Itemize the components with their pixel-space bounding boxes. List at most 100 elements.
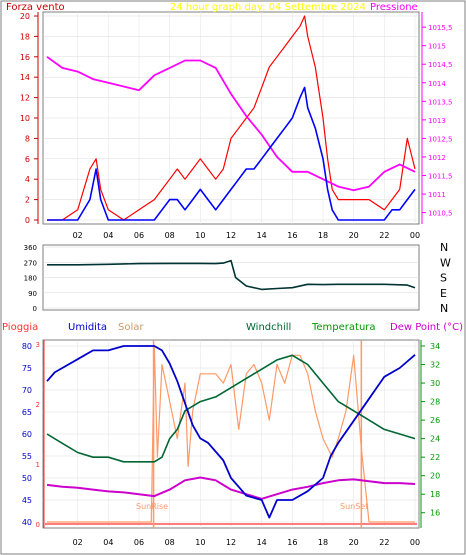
humidity-tick-label: 60 bbox=[22, 430, 32, 439]
humidity-tick-label: 80 bbox=[22, 342, 32, 351]
pressure-tick-label: 1014 bbox=[428, 80, 446, 88]
temperature-humidity-series bbox=[45, 340, 417, 528]
humidity-tick-label: 55 bbox=[22, 452, 32, 461]
humidity-tick-label: 65 bbox=[22, 408, 32, 417]
rain-tick-label: 0 bbox=[36, 521, 40, 529]
wind-direction-degrees-axis: 360 270 180 90 0 bbox=[24, 244, 37, 313]
pressure-tick-label: 1015,5 bbox=[428, 24, 453, 32]
wind-speed-tick-label: 12 bbox=[20, 94, 30, 103]
time-tick-label: 06 bbox=[134, 231, 144, 240]
humidity-tick-label: 45 bbox=[22, 496, 32, 505]
time-tick-label: 14 bbox=[257, 538, 267, 547]
wind-speed-tick-label: 6 bbox=[25, 155, 30, 164]
time-tick-label: 14 bbox=[257, 231, 267, 240]
pressure-tick-label: 1013,5 bbox=[428, 98, 453, 106]
humidity-line bbox=[46, 345, 416, 519]
compass-tick-label: N bbox=[440, 241, 448, 254]
time-tick-label: 10 bbox=[195, 538, 205, 547]
legend-windchill: Windchill bbox=[246, 322, 291, 333]
wind-speed-tick-label: 0 bbox=[25, 216, 30, 225]
humidity-tick-label: 75 bbox=[22, 364, 32, 373]
compass-tick-label: N bbox=[440, 302, 448, 315]
time-axis-top: 02 04 06 08 10 12 14 16 18 20 22 00 bbox=[73, 231, 421, 240]
wind-speed-tick-label: 16 bbox=[20, 53, 30, 62]
dew-point-line bbox=[46, 476, 416, 500]
time-tick-label: 02 bbox=[73, 231, 83, 240]
direction-tick-label: 0 bbox=[33, 305, 37, 313]
windchill-line bbox=[46, 354, 416, 463]
time-tick-label: 08 bbox=[165, 538, 175, 547]
compass-tick-label: W bbox=[440, 256, 451, 269]
direction-tick-label: 90 bbox=[28, 290, 37, 298]
chart-title: 24 hour graph day: 04 Settembre 2024 bbox=[170, 2, 366, 13]
legend-temperature: Temperatura bbox=[311, 322, 376, 333]
wind-speed-tick-label: 20 bbox=[20, 12, 30, 21]
pressure-tick-label: 1014,5 bbox=[428, 61, 453, 69]
time-tick-label: 00 bbox=[410, 538, 420, 547]
time-tick-label: 00 bbox=[410, 231, 420, 240]
time-tick-label: 06 bbox=[134, 538, 144, 547]
legend-rain: Pioggia bbox=[2, 322, 38, 333]
sunset-label: SunSet bbox=[340, 502, 368, 511]
temperature-tick-label: 32 bbox=[430, 361, 440, 370]
temperature-tick-label: 16 bbox=[430, 509, 440, 518]
pressure-line bbox=[46, 56, 416, 192]
temperature-axis: 34 32 30 28 26 24 22 20 18 16 bbox=[420, 340, 440, 528]
pressure-tick-label: 1013 bbox=[428, 117, 446, 125]
direction-tick-label: 180 bbox=[24, 275, 37, 283]
time-tick-label: 12 bbox=[226, 538, 236, 547]
sunrise-label: SunRise bbox=[136, 502, 168, 511]
wind-speed-tick-label: 8 bbox=[25, 134, 30, 143]
direction-tick-label: 270 bbox=[24, 259, 37, 267]
wind-direction-line bbox=[47, 259, 416, 291]
wind-direction-series bbox=[47, 259, 416, 291]
wind-gust-line bbox=[47, 86, 416, 221]
pressure-tick-label: 1015 bbox=[428, 43, 446, 51]
compass-tick-label: E bbox=[440, 287, 447, 300]
temperature-tick-label: 20 bbox=[430, 472, 440, 481]
pressure-axis-label: Pressione bbox=[370, 2, 418, 13]
legend-dewpoint: Dew Point (°C) bbox=[390, 322, 463, 333]
wind-speed-tick-label: 18 bbox=[20, 32, 30, 41]
humidity-tick-label: 40 bbox=[22, 518, 32, 527]
pressure-tick-label: 1010,5 bbox=[428, 210, 453, 218]
direction-tick-label: 360 bbox=[24, 244, 37, 252]
time-tick-label: 04 bbox=[103, 538, 113, 547]
temperature-tick-label: 24 bbox=[430, 435, 440, 444]
time-tick-label: 20 bbox=[349, 231, 359, 240]
temperature-tick-label: 34 bbox=[430, 342, 440, 351]
rain-axis: 3 2 1 0 bbox=[36, 340, 45, 529]
time-tick-label: 20 bbox=[349, 538, 359, 547]
pressure-tick-label: 1011,5 bbox=[428, 172, 453, 180]
temperature-tick-label: 22 bbox=[430, 453, 440, 462]
wind-speed-tick-label: 2 bbox=[25, 196, 30, 205]
wind-speed-tick-label: 4 bbox=[25, 175, 30, 184]
time-tick-label: 08 bbox=[165, 231, 175, 240]
time-tick-label: 16 bbox=[287, 538, 297, 547]
humidity-tick-label: 50 bbox=[22, 474, 32, 483]
rain-tick-label: 1 bbox=[36, 461, 40, 469]
legend-solar: Solar bbox=[118, 322, 144, 333]
time-tick-label: 04 bbox=[103, 231, 113, 240]
compass-tick-label: S bbox=[440, 272, 447, 285]
temperature-tick-label: 28 bbox=[430, 398, 440, 407]
wind-pressure-series bbox=[46, 15, 416, 221]
time-tick-label: 12 bbox=[226, 231, 236, 240]
time-tick-label: 18 bbox=[318, 231, 328, 240]
pressure-tick-label: 1012 bbox=[428, 154, 446, 162]
pressure-axis: 1015,5 1015 1014,5 1014 1013,5 1013 1012,5 1012… bbox=[421, 12, 453, 224]
humidity-axis: 80 75 70 65 60 55 50 45 40 bbox=[22, 342, 32, 527]
time-tick-label: 16 bbox=[287, 231, 297, 240]
legend-humidity: Umidita bbox=[68, 322, 107, 333]
time-axis-bottom: 02 04 06 08 10 12 14 16 18 20 22 00 bbox=[73, 538, 421, 547]
rain-tick-label: 3 bbox=[36, 341, 40, 349]
temperature-tick-label: 26 bbox=[430, 416, 440, 425]
time-tick-label: 22 bbox=[379, 231, 389, 240]
wind-speed-tick-label: 14 bbox=[20, 73, 30, 82]
pressure-tick-label: 1011 bbox=[428, 191, 446, 199]
wind-speed-axis-label: Forza vento bbox=[6, 2, 65, 13]
time-tick-label: 02 bbox=[73, 538, 83, 547]
time-tick-label: 22 bbox=[379, 538, 389, 547]
